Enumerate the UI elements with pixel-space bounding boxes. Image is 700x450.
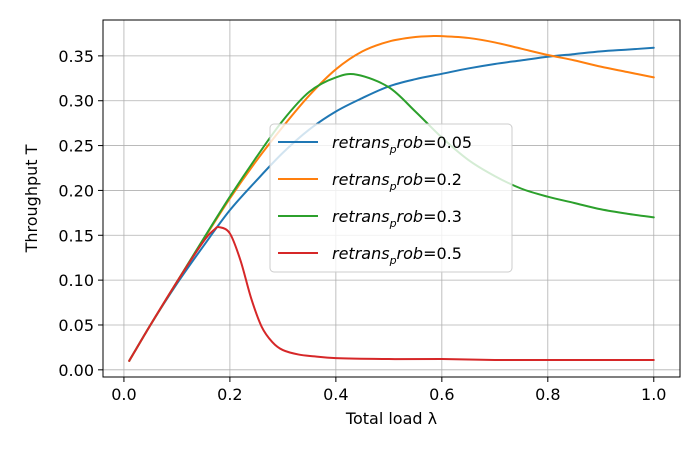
y-tick-label: 0.30 [58,92,94,111]
y-axis-label: Throughput T [22,144,41,253]
x-tick-label: 0.2 [217,385,242,404]
legend-label-suffix: rob [397,170,424,189]
x-tick-label: 0.8 [535,385,560,404]
x-axis-label: Total load λ [345,409,437,428]
x-tick-label: 0.4 [323,385,348,404]
y-tick-label: 0.10 [58,271,94,290]
legend-label-value: =0.3 [423,207,462,226]
y-tick-label: 0.05 [58,316,94,335]
x-tick-label: 1.0 [641,385,666,404]
legend-label-subscript: p [389,217,397,230]
x-tick-label: 0.6 [429,385,454,404]
x-axis-ticks: 0.0 0.2 0.4 0.6 0.8 1.0 [111,377,666,404]
y-tick-label: 0.00 [58,361,94,380]
series-line-3 [128,73,655,362]
legend-label-variable: retrans [332,244,390,263]
legend-label-variable: retrans [332,170,390,189]
legend-label-subscript: p [389,180,397,193]
legend-label-value: =0.2 [423,170,462,189]
y-tick-label: 0.15 [58,226,94,245]
y-tick-label: 0.35 [58,47,94,66]
legend-label: retransprob=0.3 [332,207,462,230]
legend-label-value: =0.05 [423,133,472,152]
y-tick-label: 0.25 [58,137,94,156]
series-line-4 [128,226,655,362]
legend-label-suffix: rob [397,244,424,263]
legend-label: retransprob=0.2 [332,170,462,193]
legend-label: retransprob=0.5 [332,244,462,267]
legend-label-suffix: rob [397,207,424,226]
y-tick-label: 0.20 [58,181,94,200]
legend-label-subscript: p [389,254,397,267]
series-lines [128,34,655,362]
x-tick-label: 0.0 [111,385,136,404]
grid-lines [103,20,680,377]
legend-label-subscript: p [389,143,397,156]
legend-label-suffix: rob [397,133,424,152]
plot-frame [102,19,681,378]
legend-label: retransprob=0.05 [332,133,472,156]
legend-label-value: =0.5 [423,244,462,263]
y-axis-ticks: 0.00 0.05 0.10 0.15 0.20 0.25 0.30 0.35 [58,47,103,380]
legend-label-variable: retrans [332,133,390,152]
legend-label-variable: retrans [332,207,390,226]
legend: retransprob=0.05retransprob=0.2retranspr… [269,123,513,273]
legend-box [269,123,513,273]
